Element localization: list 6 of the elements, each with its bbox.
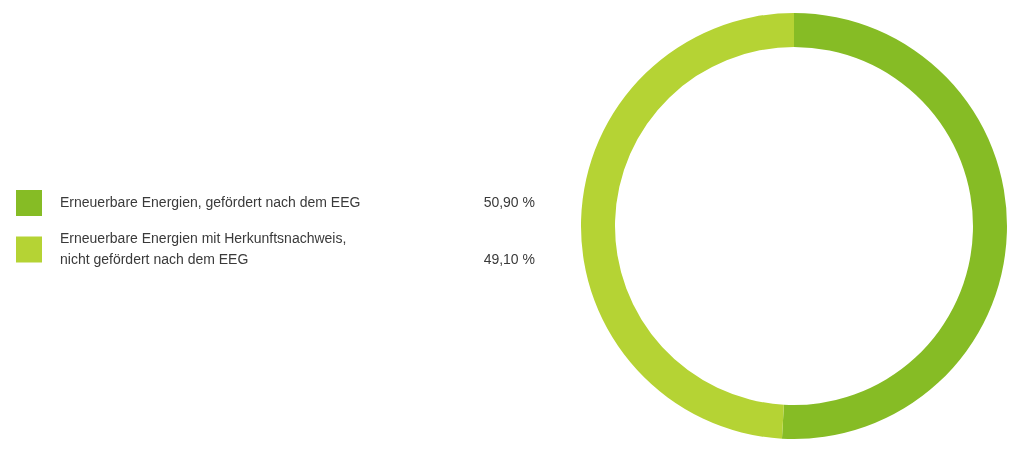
donut-slice: [781, 13, 1007, 439]
donut-slice: [581, 13, 794, 439]
legend-label: Erneuerbare Energien, gefördert nach dem EEG: [60, 194, 361, 210]
legend-label: Erneuerbare Energien mit Herkunftsnachweis, nicht gefördert nach dem EEG: [60, 230, 347, 267]
data-label: 50,90 %: [483, 194, 535, 210]
data-label: 49,10 %: [483, 251, 535, 267]
